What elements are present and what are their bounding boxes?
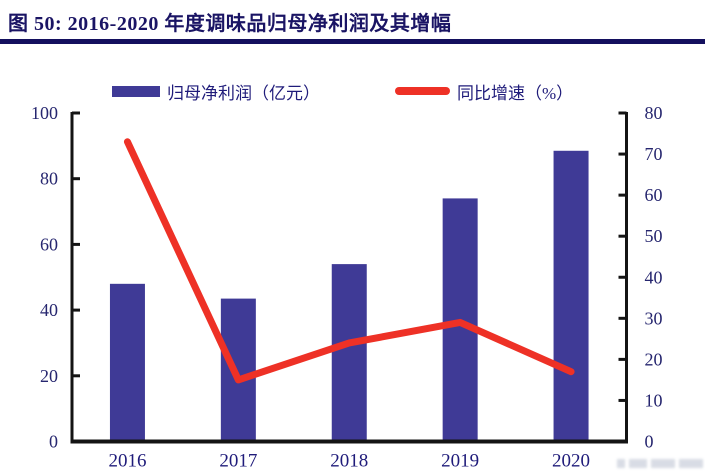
bar-swatch-icon	[112, 85, 160, 97]
legend-label: 同比增速（%）	[457, 83, 574, 103]
bar-2016	[109, 283, 145, 442]
left-axis-tick-label: 20	[40, 366, 58, 386]
right-axis-tick-label: 20	[645, 349, 663, 369]
bar-2020	[553, 150, 589, 442]
right-axis-tick-label: 30	[645, 308, 663, 328]
bar-2017	[220, 298, 256, 442]
yoy-growth-line	[123, 138, 575, 384]
left-axis-tick-label: 40	[40, 300, 58, 320]
legend-item-net-profit: 归母净利润（亿元）	[112, 80, 320, 103]
right-axis-tick-label: 60	[645, 185, 663, 205]
right-axis-tick-label: 80	[645, 103, 663, 123]
right-axis-tick-label: 70	[645, 144, 663, 164]
bar-2018	[331, 264, 367, 442]
left-axis-tick-label: 60	[40, 234, 58, 254]
right-axis-tick-label: 50	[645, 226, 663, 246]
x-axis-label-2018: 2018	[330, 451, 368, 472]
figure-title: 图 50: 2016-2020 年度调味品归母净利润及其增幅	[8, 13, 452, 35]
line-swatch-icon	[395, 87, 450, 95]
watermark	[617, 457, 703, 470]
legend-label: 归母净利润（亿元）	[167, 83, 320, 103]
x-axis-label-2016: 2016	[108, 451, 146, 472]
left-axis-tick-label: 100	[31, 103, 58, 123]
title-underline	[0, 39, 705, 44]
x-axis-label-2017: 2017	[219, 451, 257, 472]
x-axis-label-2020: 2020	[552, 451, 590, 472]
right-axis-tick-label: 0	[645, 432, 654, 452]
left-axis-tick-label: 0	[49, 432, 58, 452]
legend-item-yoy-growth: 同比增速（%）	[395, 80, 574, 103]
right-axis-tick-label: 40	[645, 267, 663, 287]
right-axis-tick-label: 10	[645, 390, 663, 410]
x-axis-label-2019: 2019	[441, 451, 479, 472]
left-axis-tick-label: 80	[40, 169, 58, 189]
